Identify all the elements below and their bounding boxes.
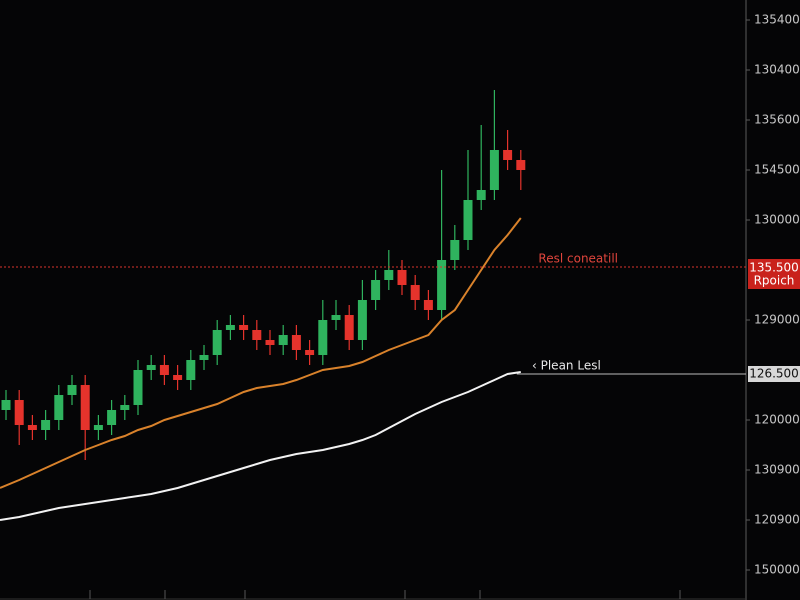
candle-body <box>225 325 235 330</box>
candle-body <box>239 325 249 330</box>
candle-body <box>27 425 37 430</box>
candle-body <box>516 160 526 170</box>
y-tick-label: 130000 <box>754 213 800 227</box>
candle-body <box>252 330 262 340</box>
candle-body <box>278 335 288 345</box>
candle-body <box>199 355 209 360</box>
candle-body <box>133 370 143 405</box>
candle-body <box>450 240 460 260</box>
reference-label: ‹ Plean Lesl <box>532 359 601 373</box>
candle-body <box>146 365 156 370</box>
y-tick-label: 135400 <box>754 13 800 27</box>
candle-body <box>437 260 447 310</box>
price-label: 135.500 <box>749 261 799 275</box>
price-label-box <box>748 366 800 382</box>
y-tick-label: 120900 <box>754 513 800 527</box>
candle-body <box>384 270 394 280</box>
y-tick-label: 130900 <box>754 463 800 477</box>
candle-body <box>67 385 77 395</box>
y-tick-label: 129000 <box>754 313 800 327</box>
candle-body <box>54 395 64 420</box>
y-tick-label: 154500 <box>754 163 800 177</box>
candle-body <box>107 410 117 425</box>
candle-body <box>410 285 420 300</box>
price-sublabel: Rpoich <box>754 274 795 288</box>
candle-body <box>318 320 328 355</box>
price-label-box <box>748 259 800 289</box>
candle-body <box>331 315 341 320</box>
moving-average-line <box>0 217 522 489</box>
y-tick-label: 130400 <box>754 63 800 77</box>
candle-body <box>423 300 433 310</box>
candle-body <box>291 335 301 350</box>
moving-average-line <box>0 371 521 521</box>
candle-body <box>1 400 11 410</box>
candle-body <box>397 270 407 285</box>
candle-body <box>371 280 381 300</box>
candle-body <box>476 190 486 200</box>
candle-body <box>305 350 315 355</box>
candle-body <box>463 200 473 240</box>
candle-body <box>212 330 222 355</box>
candle-body <box>503 150 513 160</box>
price-label: 126.500 <box>749 367 799 381</box>
reference-label: Resl coneatill <box>538 252 618 266</box>
candle-body <box>344 315 354 340</box>
candle-body <box>186 360 196 380</box>
candle-body <box>80 385 90 430</box>
y-tick-label: 120000 <box>754 413 800 427</box>
candle-body <box>120 405 130 410</box>
candle-body <box>357 300 367 340</box>
candle-body <box>14 400 24 425</box>
candle-body <box>489 150 499 190</box>
candle-body <box>93 425 103 430</box>
candle-body <box>159 365 169 375</box>
candle-body <box>41 420 51 430</box>
candle-body <box>265 340 275 345</box>
y-tick-label: 150000 <box>754 563 800 577</box>
candle-body <box>173 375 183 380</box>
y-tick-label: 135600 <box>754 113 800 127</box>
